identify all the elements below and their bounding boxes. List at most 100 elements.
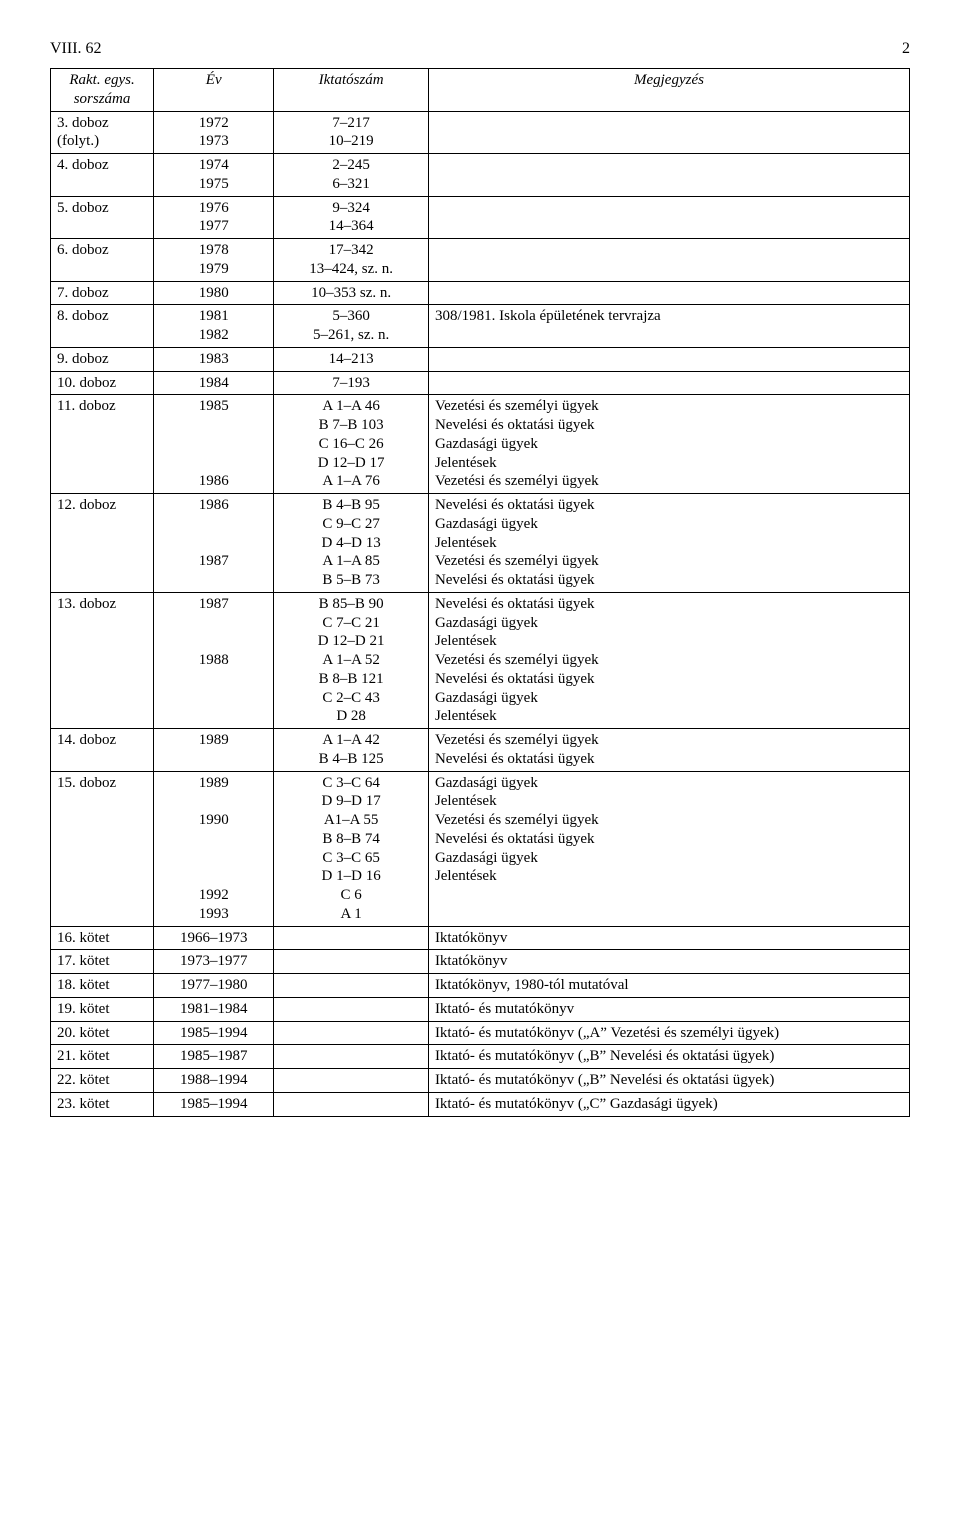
- cell-line: Jelentések: [435, 454, 903, 473]
- table-cell: [428, 281, 909, 305]
- cell-line: 14. doboz: [57, 731, 147, 750]
- cell-line: 10–219: [280, 132, 422, 151]
- table-row: 14. doboz1989 A 1–A 42B 4–B 125Vezetési …: [51, 729, 910, 772]
- table-cell: [428, 154, 909, 197]
- table-cell: 19. kötet: [51, 997, 154, 1021]
- table-cell: 20. kötet: [51, 1021, 154, 1045]
- cell-line: Nevelési és oktatási ügyek: [435, 496, 903, 515]
- table-row: 15. doboz1989 1990 19921993C 3–C 64D 9–D…: [51, 771, 910, 926]
- table-cell: [274, 926, 429, 950]
- cell-line: [160, 670, 267, 689]
- cell-line: 1966–1973: [160, 929, 267, 948]
- table-cell: [274, 1069, 429, 1093]
- cell-line: [160, 454, 267, 473]
- cell-line: B 4–B 125: [280, 750, 422, 769]
- cell-line: A 1–A 85: [280, 552, 422, 571]
- table-cell: 7. doboz: [51, 281, 154, 305]
- cell-line: 1987: [160, 595, 267, 614]
- cell-line: [160, 534, 267, 553]
- cell-line: Iktató- és mutatókönyv: [435, 1000, 903, 1019]
- table-row: 12. doboz1986 1987 B 4–B 95C 9–C 27D 4–D…: [51, 494, 910, 593]
- cell-line: Nevelési és oktatási ügyek: [435, 571, 903, 590]
- table-cell: 1985–1994: [154, 1021, 274, 1045]
- table-cell: 19781979: [154, 239, 274, 282]
- cell-line: B 5–B 73: [280, 571, 422, 590]
- cell-line: Iktató- és mutatókönyv („B” Nevelési és …: [435, 1047, 903, 1066]
- table-row: 11. doboz 1985 1986A 1–A 46B 7–B 103C 16–…: [51, 395, 910, 494]
- cell-line: 8. doboz: [57, 307, 147, 326]
- table-cell: 9. doboz: [51, 347, 154, 371]
- table-cell: 14–213: [274, 347, 429, 371]
- cell-line: 1988: [160, 651, 267, 670]
- cell-line: [160, 707, 267, 726]
- cell-line: B 4–B 95: [280, 496, 422, 515]
- table-cell: 3. doboz(folyt.): [51, 111, 154, 154]
- table-cell: A 1–A 42B 4–B 125: [274, 729, 429, 772]
- table-cell: 19721973: [154, 111, 274, 154]
- table-cell: 1984: [154, 371, 274, 395]
- table-cell: 1983: [154, 347, 274, 371]
- cell-line: 1992: [160, 886, 267, 905]
- cell-line: 1984: [160, 374, 267, 393]
- table-cell: 19811982: [154, 305, 274, 348]
- col-header-4: Megjegyzés: [428, 69, 909, 112]
- cell-line: 16. kötet: [57, 929, 147, 948]
- table-row: 17. kötet 1973–1977 Iktatókönyv: [51, 950, 910, 974]
- cell-line: 1985–1994: [160, 1024, 267, 1043]
- table-cell: 1987 1988: [154, 592, 274, 728]
- cell-line: 1987: [160, 552, 267, 571]
- cell-line: B 8–B 121: [280, 670, 422, 689]
- table-cell: 17. kötet: [51, 950, 154, 974]
- cell-line: D 4–D 13: [280, 534, 422, 553]
- cell-line: [160, 849, 267, 868]
- cell-line: D 12–D 21: [280, 632, 422, 651]
- cell-line: C 6: [280, 886, 422, 905]
- cell-line: 1973–1977: [160, 952, 267, 971]
- cell-line: [160, 571, 267, 590]
- table-cell: 1985–1994: [154, 1092, 274, 1116]
- cell-line: Nevelési és oktatási ügyek: [435, 750, 903, 769]
- table-cell: Iktató- és mutatókönyv („A” Vezetési és …: [428, 1021, 909, 1045]
- table-cell: Vezetési és személyi ügyekNevelési és ok…: [428, 729, 909, 772]
- cell-line: 12. doboz: [57, 496, 147, 515]
- cell-line: Gazdasági ügyek: [435, 614, 903, 633]
- cell-line: 2–245: [280, 156, 422, 175]
- cell-line: Iktatókönyv: [435, 929, 903, 948]
- cell-line: D 12–D 17: [280, 454, 422, 473]
- cell-line: 5–360: [280, 307, 422, 326]
- main-table: Rakt. egys. sorszáma Év Iktatószám Megje…: [50, 68, 910, 1117]
- table-row: 7. doboz198010–353 sz. n.: [51, 281, 910, 305]
- table-cell: 9–32414–364: [274, 196, 429, 239]
- table-cell: Iktatókönyv: [428, 926, 909, 950]
- table-cell: 22. kötet: [51, 1069, 154, 1093]
- table-cell: 5–3605–261, sz. n.: [274, 305, 429, 348]
- cell-line: Nevelési és oktatási ügyek: [435, 595, 903, 614]
- cell-line: 11. doboz: [57, 397, 147, 416]
- table-cell: Iktatókönyv: [428, 950, 909, 974]
- table-cell: [274, 1092, 429, 1116]
- cell-line: 18. kötet: [57, 976, 147, 995]
- header-right: 2: [902, 40, 910, 58]
- cell-line: 1977: [160, 217, 267, 236]
- table-cell: 19761977: [154, 196, 274, 239]
- cell-line: 6–321: [280, 175, 422, 194]
- table-row: 3. doboz(folyt.)197219737–21710–219: [51, 111, 910, 154]
- header-left: VIII. 62: [50, 40, 102, 58]
- table-cell: 7–21710–219: [274, 111, 429, 154]
- table-cell: 10–353 sz. n.: [274, 281, 429, 305]
- cell-line: 20. kötet: [57, 1024, 147, 1043]
- cell-line: 17–342: [280, 241, 422, 260]
- cell-line: C 3–C 64: [280, 774, 422, 793]
- table-cell: [274, 1021, 429, 1045]
- cell-line: 1981: [160, 307, 267, 326]
- table-row: 22. kötet1988–1994 Iktató- és mutatóköny…: [51, 1069, 910, 1093]
- table-cell: A 1–A 46B 7–B 103C 16–C 26D 12–D 17A 1–A…: [274, 395, 429, 494]
- cell-line: 9–324: [280, 199, 422, 218]
- cell-line: 22. kötet: [57, 1071, 147, 1090]
- cell-line: C 3–C 65: [280, 849, 422, 868]
- cell-line: 19. kötet: [57, 1000, 147, 1019]
- table-cell: 1985 1986: [154, 395, 274, 494]
- cell-line: 1981–1984: [160, 1000, 267, 1019]
- cell-line: (folyt.): [57, 132, 147, 151]
- cell-line: A 1–A 42: [280, 731, 422, 750]
